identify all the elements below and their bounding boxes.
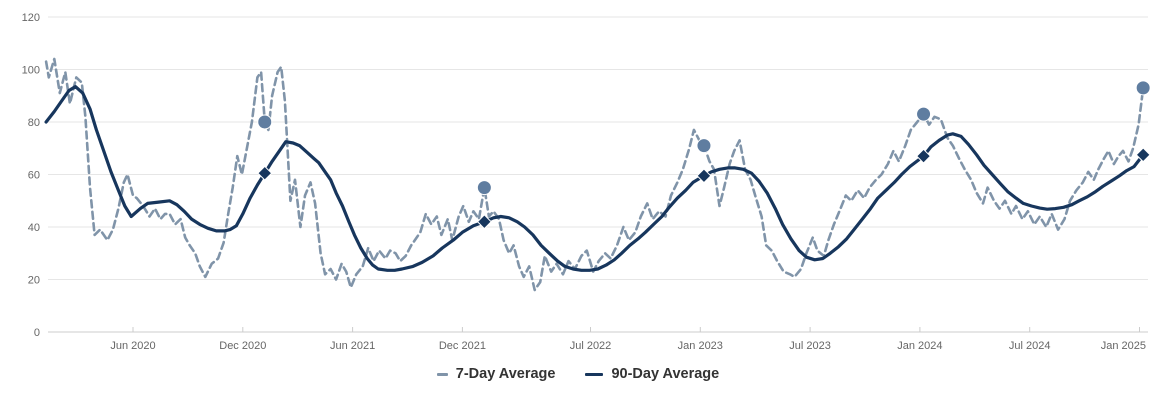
y-axis-tick-label: 60	[28, 170, 40, 182]
x-axis-tick-label: Jun 2021	[330, 340, 375, 352]
x-axis-tick-label: Jul 2023	[789, 340, 831, 352]
legend-item-90-day-average[interactable]: 90-Day Average	[585, 366, 719, 382]
x-axis-tick-label: Jul 2024	[1009, 340, 1051, 352]
y-axis-tick-label: 80	[28, 117, 40, 129]
y-axis-tick-label: 120	[22, 12, 40, 24]
x-axis-tick-label: Dec 2021	[439, 340, 486, 352]
circle-marker[interactable]	[696, 138, 712, 154]
solid-line-swatch-icon	[585, 372, 604, 376]
x-axis-tick-label: Jan 2023	[678, 340, 723, 352]
circle-marker[interactable]	[1135, 80, 1151, 96]
legend-label-7-day: 7-Day Average	[455, 366, 556, 382]
diamond-marker[interactable]	[257, 165, 273, 181]
diamond-marker[interactable]	[1135, 147, 1151, 163]
legend: 7-Day Average 90-Day Average	[0, 366, 1156, 382]
y-axis-tick-label: 40	[28, 222, 40, 234]
x-axis-tick-label: Jul 2022	[570, 340, 612, 352]
y-axis-tick-label: 20	[28, 275, 40, 287]
diamond-marker[interactable]	[476, 214, 492, 230]
y-axis-tick-label: 100	[22, 65, 40, 77]
legend-item-7-day-average[interactable]: 7-Day Average	[436, 366, 556, 382]
x-axis-tick-label: Jan 2025	[1101, 340, 1146, 352]
diamond-marker[interactable]	[696, 168, 712, 184]
circle-marker[interactable]	[916, 106, 932, 122]
dashed-line-swatch-icon	[436, 372, 448, 376]
circle-marker[interactable]	[476, 180, 492, 196]
circle-marker[interactable]	[257, 114, 273, 130]
y-axis-tick-label: 0	[34, 327, 40, 339]
x-axis-tick-label: Jun 2020	[110, 340, 155, 352]
legend-label-90-day: 90-Day Average	[611, 366, 720, 382]
seven-day-average-line	[44, 57, 1145, 292]
x-axis-tick-label: Jan 2024	[897, 340, 942, 352]
diamond-marker[interactable]	[916, 148, 932, 164]
x-axis-tick-label: Dec 2020	[219, 340, 266, 352]
ninety-day-average-line	[44, 84, 1145, 272]
